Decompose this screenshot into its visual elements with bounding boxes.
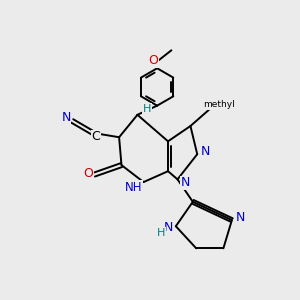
Text: N: N [236, 211, 245, 224]
Text: H: H [157, 228, 165, 238]
Text: O: O [83, 167, 93, 180]
Text: N: N [164, 221, 173, 234]
Text: N: N [180, 176, 190, 189]
Text: H: H [143, 104, 151, 114]
Text: NH: NH [125, 181, 143, 194]
Text: methyl: methyl [203, 100, 235, 109]
Text: C: C [92, 130, 100, 143]
Text: N: N [61, 111, 71, 124]
Text: O: O [148, 54, 158, 67]
Text: N: N [201, 145, 210, 158]
